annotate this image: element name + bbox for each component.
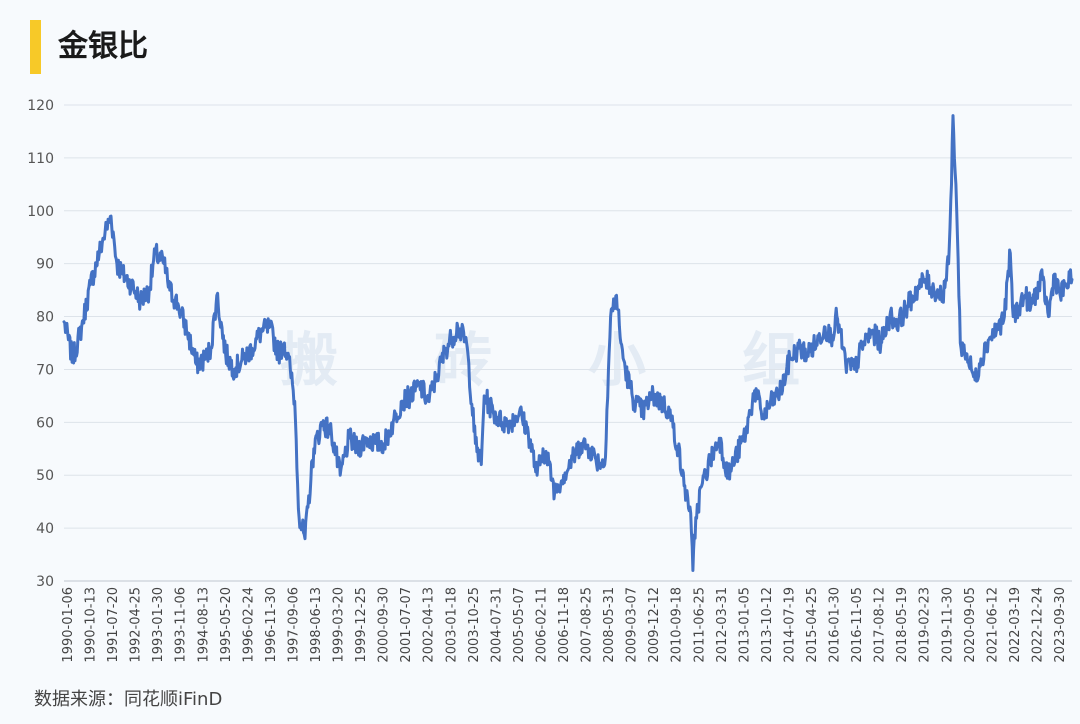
y-tick-label: 30: [36, 574, 54, 590]
x-tick-label: 1995-05-20: [219, 587, 234, 663]
y-tick-label: 50: [36, 468, 54, 484]
x-tick-label: 1994-08-13: [196, 587, 211, 663]
y-tick-label: 90: [36, 257, 54, 273]
x-tick-label: 1992-04-25: [129, 587, 144, 663]
x-tick-label: 2020-09-05: [963, 587, 978, 663]
series-line-0: [62, 114, 1074, 572]
x-tick-label: 2015-04-25: [805, 587, 820, 663]
x-tick-label: 2003-10-25: [467, 587, 482, 663]
x-tick-label: 2013-10-12: [760, 587, 775, 663]
y-tick-label: 60: [36, 415, 54, 431]
series-layer: [62, 114, 1074, 572]
x-tick-label: 2022-03-19: [1008, 587, 1023, 663]
x-tick-label: 1997-09-06: [286, 587, 301, 663]
x-tick-label: 2002-04-13: [422, 587, 437, 663]
x-tick-label: 2019-02-23: [918, 587, 933, 663]
x-tick-label: 2006-02-11: [534, 587, 549, 663]
x-tick-label: 1996-11-30: [264, 587, 279, 663]
x-tick-label: 1993-11-06: [174, 587, 189, 663]
x-tick-label: 1991-07-20: [106, 587, 121, 663]
y-tick-label: 40: [36, 521, 54, 537]
x-tick-label: 2019-11-30: [940, 587, 955, 663]
y-tick-label: 100: [27, 204, 54, 220]
x-tick-label: 2018-05-19: [895, 587, 910, 663]
x-tick-label: 1998-06-13: [309, 587, 324, 663]
x-tick-label: 1993-01-30: [151, 587, 166, 663]
x-tick-label: 1990-10-13: [84, 587, 99, 663]
x-tick-label: 2021-06-12: [985, 587, 1000, 663]
x-tick-label: 1999-03-20: [332, 587, 347, 663]
x-tick-label: 2005-05-07: [512, 587, 527, 663]
x-tick-label: 2022-12-24: [1030, 587, 1045, 663]
x-tick-label: 2008-05-31: [602, 587, 617, 663]
x-tick-label: 1990-01-06: [61, 587, 76, 663]
x-tick-label: 2013-01-05: [737, 587, 752, 663]
x-tick-label: 2014-07-19: [782, 587, 797, 663]
y-tick-label: 80: [36, 310, 54, 326]
x-tick-label: 2017-08-12: [873, 587, 888, 663]
data-source-note: 数据来源：同花顺iFinD: [34, 689, 223, 710]
x-tick-label: 2010-09-18: [670, 587, 685, 663]
x-tick-label: 2009-12-12: [647, 587, 662, 663]
x-tick-label: 2009-03-07: [625, 587, 640, 663]
x-tick-label: 2003-01-18: [444, 587, 459, 663]
x-tick-label: 2016-11-05: [850, 587, 865, 663]
x-tick-label: 2016-01-30: [828, 587, 843, 663]
title-accent-bar: [30, 20, 41, 74]
x-tick-label: 2001-07-07: [399, 587, 414, 663]
x-tick-label: 1999-12-25: [354, 587, 369, 663]
x-tick-label: 1996-02-24: [241, 587, 256, 663]
chart-title: 金银比: [58, 29, 148, 64]
x-axis-ticks: 1990-01-06 1990-10-13 1991-07-20 1992-04-25…: [61, 587, 1068, 663]
x-tick-label: 2012-03-31: [715, 587, 730, 663]
x-tick-label: 2004-07-31: [489, 587, 504, 663]
y-tick-label: 120: [27, 98, 54, 114]
x-tick-label: 2011-06-25: [692, 587, 707, 663]
x-tick-label: 2007-08-25: [580, 587, 595, 663]
x-tick-label: 2006-11-18: [557, 587, 572, 663]
x-tick-label: 2000-09-30: [377, 587, 392, 663]
y-tick-label: 110: [27, 151, 54, 167]
y-axis-ticks: 30 40 50 60 70 80 90 100 110 120: [27, 98, 54, 590]
x-tick-label: 2023-09-30: [1053, 587, 1068, 663]
y-tick-label: 70: [36, 362, 54, 378]
